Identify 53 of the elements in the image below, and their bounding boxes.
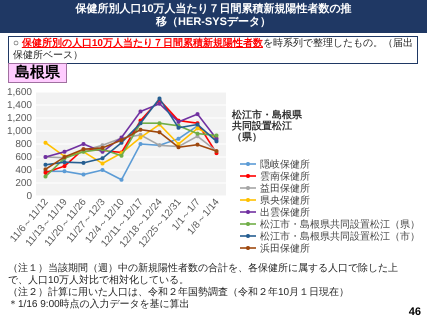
point	[176, 142, 180, 146]
y-tick-label: 1,600	[6, 87, 32, 98]
text: （注１）当該期間（週）中の新規陽性者数の合計を、各保健所に属する人口で除した上で、人口10万人対比で相対化している。	[8, 263, 399, 286]
point	[138, 136, 142, 140]
text: 46	[408, 306, 421, 318]
y-tick-label: 0	[26, 191, 32, 202]
point	[196, 126, 200, 130]
point	[100, 168, 104, 172]
legend-label: 雲南保健所	[260, 170, 310, 182]
legend-label: 浜田保健所	[260, 242, 310, 254]
y-tick-label: 200	[15, 178, 32, 189]
point	[196, 132, 200, 136]
text: （注２）計算に用いた人口は、令和２年国勢調査（令和２年10月１日現在）	[8, 287, 350, 298]
point	[100, 162, 104, 166]
point	[82, 142, 86, 146]
legend-label: 益田保健所	[260, 182, 310, 194]
point	[120, 178, 124, 182]
point	[44, 162, 48, 167]
chart-title: 保健所別人口10万人当たり７日間累積新規陽性者数の推移（HER-SYSデータ）	[74, 3, 353, 29]
point	[196, 112, 200, 116]
point	[176, 136, 180, 141]
point	[44, 174, 48, 178]
legend-label: 松江市・島根県共同設置松江（市）	[260, 230, 420, 242]
y-tick-label: 400	[15, 165, 32, 176]
y-tick-label: 600	[15, 152, 32, 163]
y-tick-label: 1,400	[6, 100, 32, 111]
legend-label: 松江市・島根県共同設置松江（県）	[260, 218, 420, 230]
legend-label: 隠岐保健所	[260, 158, 310, 170]
point	[158, 130, 162, 134]
point	[44, 140, 48, 145]
point	[214, 134, 218, 138]
y-tick-label: 1,200	[6, 113, 32, 124]
point	[100, 156, 104, 160]
point	[138, 110, 142, 114]
annotation: 松江市・島根県共同設置松江（県）	[232, 110, 303, 143]
y-tick-label: 800	[15, 139, 32, 150]
point	[138, 128, 142, 132]
point	[82, 160, 86, 165]
text: ○ 保健所別の人口10万人当たり７日間累積新規陽性者数を時系列で整理したもの。（届出保健所ベース）	[13, 38, 413, 61]
legend-label: 県央保健所	[260, 194, 310, 206]
legend-label: 出雲保健所	[260, 206, 310, 218]
point	[62, 150, 66, 154]
text: 島根県	[8, 63, 67, 83]
point	[62, 169, 66, 174]
point	[138, 142, 142, 146]
point	[196, 142, 200, 147]
point	[62, 164, 66, 168]
point	[82, 172, 86, 177]
text: ＊1/16 9:00時点の入力データを基に算出	[8, 299, 191, 311]
point	[158, 102, 162, 106]
y-tick-label: 1,000	[6, 126, 32, 137]
point	[120, 154, 124, 158]
point	[62, 160, 66, 164]
